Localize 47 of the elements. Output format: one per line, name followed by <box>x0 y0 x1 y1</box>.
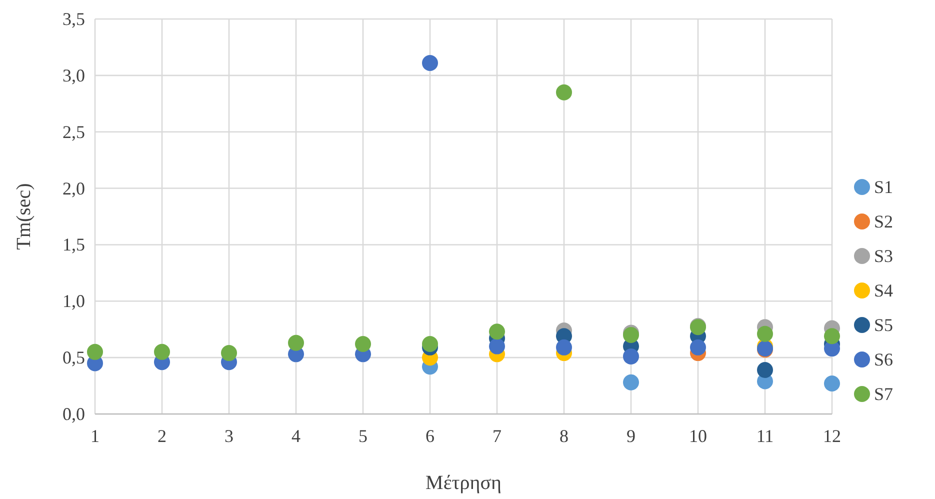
legend-label: S4 <box>874 280 894 300</box>
point <box>824 376 840 392</box>
y-tick-label: 3,5 <box>62 9 85 29</box>
x-tick-label: 4 <box>292 426 300 446</box>
y-tick-label: 3,0 <box>62 65 85 86</box>
legend-label: S6 <box>874 350 894 370</box>
point <box>824 328 840 344</box>
point <box>757 362 773 378</box>
point <box>489 324 505 340</box>
x-tick-label: 10 <box>689 426 707 446</box>
point <box>623 348 639 364</box>
x-tick-label: 1 <box>90 426 100 446</box>
y-tick-label: 2,0 <box>62 178 85 198</box>
y-tick-label: 2,5 <box>62 122 85 142</box>
x-tick-label: 2 <box>158 426 166 446</box>
x-tick-label: 6 <box>426 426 434 446</box>
y-tick-label: 1,5 <box>62 234 85 255</box>
y-tick-label: 0,5 <box>62 348 85 368</box>
legend-label: S3 <box>874 246 894 266</box>
legend-label: S7 <box>874 384 894 404</box>
point <box>757 326 773 342</box>
x-tick-label: 8 <box>560 426 568 446</box>
x-tick-label: 3 <box>224 426 234 446</box>
point <box>690 339 706 356</box>
x-tick-label: 9 <box>626 426 636 446</box>
point <box>623 374 639 390</box>
x-tick-label: 11 <box>756 426 774 446</box>
x-tick-label: 7 <box>492 426 502 446</box>
legend-label: S1 <box>874 177 894 197</box>
point <box>87 344 103 360</box>
point <box>422 55 438 72</box>
legend-label: S5 <box>874 315 894 335</box>
y-axis-title: Tm(sec) <box>13 183 35 250</box>
point <box>422 336 438 352</box>
point <box>355 336 371 352</box>
y-tick-label: 1,0 <box>62 291 85 312</box>
x-tick-label: 12 <box>823 426 841 446</box>
point <box>288 334 304 351</box>
point <box>556 339 572 356</box>
point <box>489 338 505 354</box>
x-tick-label: 5 <box>358 426 368 446</box>
y-tick-label: 0,0 <box>62 404 85 424</box>
point <box>556 84 572 100</box>
x-axis-title: Μέτρηση <box>426 472 502 494</box>
legend-label: S2 <box>874 212 894 232</box>
point <box>154 344 170 360</box>
point <box>221 345 237 362</box>
